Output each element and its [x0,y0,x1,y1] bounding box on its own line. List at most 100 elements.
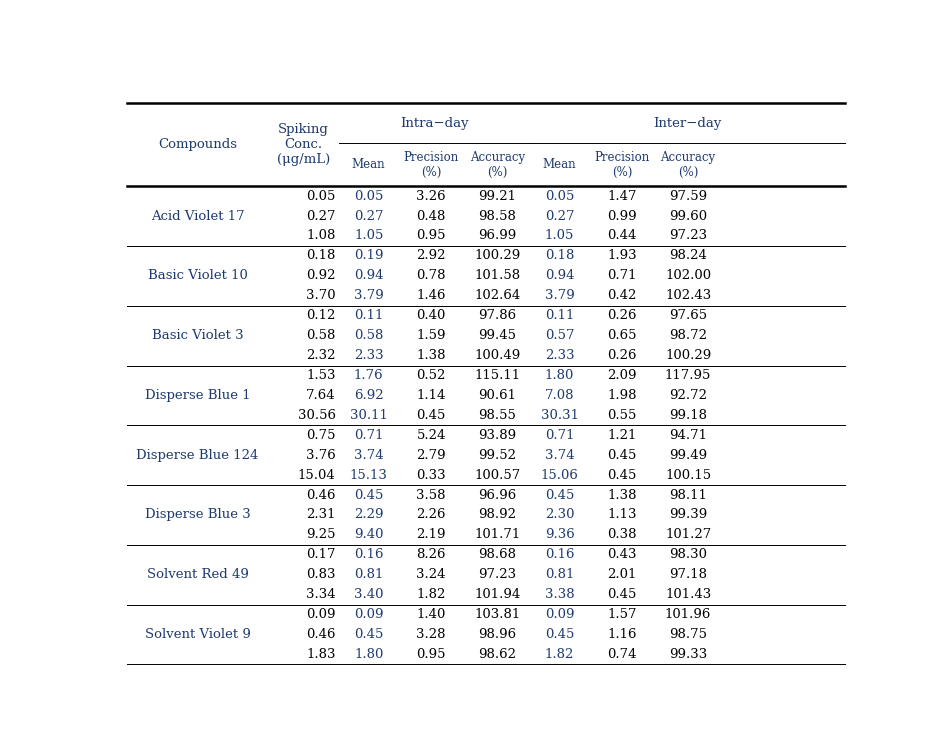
Text: 1.40: 1.40 [417,608,446,621]
Text: Solvent Red 49: Solvent Red 49 [146,569,249,581]
Text: 3.28: 3.28 [417,628,446,641]
Text: 3.40: 3.40 [354,588,383,601]
Text: 15.04: 15.04 [298,468,336,482]
Text: 99.18: 99.18 [669,409,707,422]
Text: Spiking
Conc.
(μg/mL): Spiking Conc. (μg/mL) [277,123,330,166]
Text: 0.09: 0.09 [306,608,336,621]
Text: 1.98: 1.98 [607,389,637,402]
Text: 2.33: 2.33 [545,349,574,362]
Text: 1.53: 1.53 [306,369,336,382]
Text: 100.49: 100.49 [474,349,520,362]
Text: 0.11: 0.11 [545,309,574,322]
Text: 98.24: 98.24 [669,249,707,262]
Text: 97.59: 97.59 [669,190,707,203]
Text: 0.45: 0.45 [607,449,637,462]
Text: 2.31: 2.31 [306,508,336,521]
Text: 101.96: 101.96 [665,608,711,621]
Text: 1.80: 1.80 [545,369,574,382]
Text: 0.42: 0.42 [607,289,637,302]
Text: 98.58: 98.58 [478,209,516,223]
Text: 0.57: 0.57 [545,329,574,342]
Text: 0.45: 0.45 [607,468,637,482]
Text: 0.26: 0.26 [607,309,637,322]
Text: 1.38: 1.38 [417,349,446,362]
Text: 0.94: 0.94 [545,270,574,282]
Text: 3.34: 3.34 [306,588,336,601]
Text: 0.05: 0.05 [545,190,574,203]
Text: 3.26: 3.26 [417,190,446,203]
Text: 2.29: 2.29 [354,508,383,521]
Text: 100.15: 100.15 [665,468,711,482]
Text: 99.52: 99.52 [478,449,516,462]
Text: 1.82: 1.82 [417,588,446,601]
Text: 103.81: 103.81 [474,608,520,621]
Text: 1.16: 1.16 [607,628,637,641]
Text: 101.58: 101.58 [474,270,520,282]
Text: 0.75: 0.75 [306,428,336,442]
Text: 0.18: 0.18 [545,249,574,262]
Text: Precision
(%): Precision (%) [594,151,650,178]
Text: 98.68: 98.68 [478,548,516,561]
Text: 92.72: 92.72 [669,389,707,402]
Text: 1.83: 1.83 [306,648,336,661]
Text: 30.11: 30.11 [349,409,387,422]
Text: 0.81: 0.81 [545,569,574,581]
Text: 1.38: 1.38 [607,489,637,501]
Text: 2.92: 2.92 [417,249,446,262]
Text: 3.58: 3.58 [417,489,446,501]
Text: 1.80: 1.80 [354,648,383,661]
Text: 0.27: 0.27 [306,209,336,223]
Text: Basic Violet 10: Basic Violet 10 [147,270,248,282]
Text: 0.78: 0.78 [417,270,446,282]
Text: 15.13: 15.13 [349,468,387,482]
Text: 9.25: 9.25 [306,529,336,541]
Text: 0.17: 0.17 [306,548,336,561]
Text: 99.33: 99.33 [669,648,707,661]
Text: 0.40: 0.40 [417,309,446,322]
Text: 99.21: 99.21 [478,190,516,203]
Text: 99.39: 99.39 [669,508,707,521]
Text: 102.43: 102.43 [665,289,711,302]
Text: Inter−day: Inter−day [654,117,722,130]
Text: 0.27: 0.27 [354,209,383,223]
Text: 1.57: 1.57 [607,608,637,621]
Text: Disperse Blue 1: Disperse Blue 1 [144,389,251,402]
Text: 0.58: 0.58 [307,329,336,342]
Text: 0.94: 0.94 [354,270,383,282]
Text: 1.13: 1.13 [607,508,637,521]
Text: 1.93: 1.93 [607,249,637,262]
Text: 3.38: 3.38 [545,588,574,601]
Text: 98.62: 98.62 [478,648,516,661]
Text: 97.86: 97.86 [478,309,516,322]
Text: 0.09: 0.09 [545,608,574,621]
Text: 94.71: 94.71 [669,428,707,442]
Text: 0.18: 0.18 [307,249,336,262]
Text: 0.16: 0.16 [354,548,383,561]
Text: 0.81: 0.81 [354,569,383,581]
Text: 90.61: 90.61 [478,389,516,402]
Text: 2.09: 2.09 [607,369,637,382]
Text: 0.45: 0.45 [417,409,446,422]
Text: 96.99: 96.99 [478,230,516,242]
Text: 3.76: 3.76 [306,449,336,462]
Text: 0.27: 0.27 [545,209,574,223]
Text: 0.33: 0.33 [417,468,446,482]
Text: 2.32: 2.32 [306,349,336,362]
Text: 0.71: 0.71 [545,428,574,442]
Text: 98.30: 98.30 [669,548,707,561]
Text: 9.40: 9.40 [354,529,383,541]
Text: Compounds: Compounds [158,138,237,151]
Text: 0.12: 0.12 [307,309,336,322]
Text: 0.58: 0.58 [354,329,383,342]
Text: 0.95: 0.95 [417,648,446,661]
Text: 99.60: 99.60 [669,209,707,223]
Text: Accuracy
(%): Accuracy (%) [470,151,525,178]
Text: 100.29: 100.29 [474,249,520,262]
Text: Precision
(%): Precision (%) [403,151,458,178]
Text: 0.65: 0.65 [607,329,637,342]
Text: 1.21: 1.21 [607,428,637,442]
Text: 102.00: 102.00 [665,270,711,282]
Text: 0.46: 0.46 [306,489,336,501]
Text: 1.05: 1.05 [354,230,383,242]
Text: 0.48: 0.48 [417,209,446,223]
